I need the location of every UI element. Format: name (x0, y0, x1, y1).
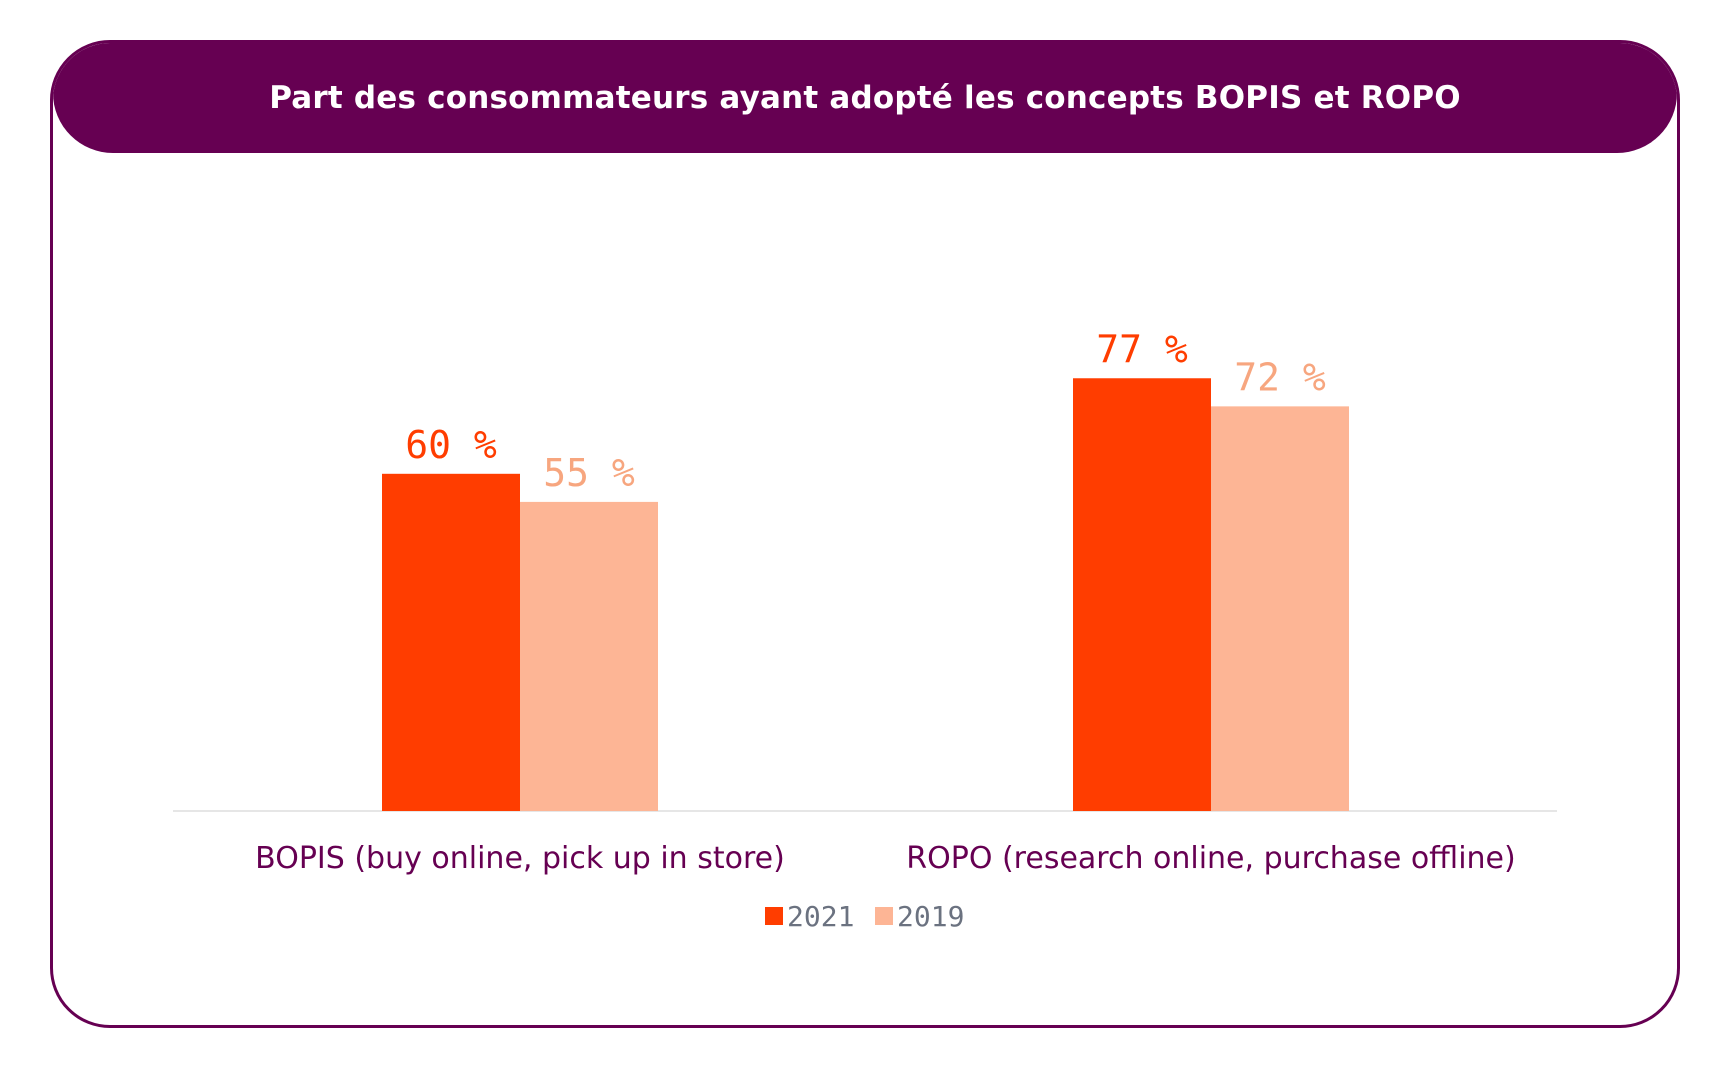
category-label-ropo: ROPO (research online, purchase offline) (906, 841, 1515, 876)
data-label-2019-ropo: 72 % (1234, 355, 1326, 399)
chart-card: Part des consommateurs ayant adopté les … (50, 40, 1680, 1028)
data-label-2019-bopis: 55 % (543, 451, 635, 495)
legend: 2021 2019 (765, 900, 964, 933)
title-banner: Part des consommateurs ayant adopté les … (53, 43, 1677, 153)
data-labels-group: 60 % 55 % 77 % 72 % (405, 327, 1326, 495)
category-label-bopis: BOPIS (buy online, pick up in store) (255, 841, 785, 876)
bar-2019-bopis (520, 501, 658, 811)
legend-swatch-2021 (765, 907, 783, 925)
legend-label-2021: 2021 (787, 900, 854, 933)
bar-2019-ropo (1211, 406, 1349, 811)
legend-label-2019: 2019 (897, 900, 964, 933)
data-label-2021-ropo: 77 % (1096, 327, 1188, 371)
bars-group (382, 378, 1349, 811)
legend-swatch-2019 (875, 907, 893, 925)
chart-title: Part des consommateurs ayant adopté les … (269, 80, 1461, 116)
data-label-2021-bopis: 60 % (405, 423, 497, 467)
category-labels-group: BOPIS (buy online, pick up in store) ROPO… (255, 841, 1516, 876)
bar-2021-ropo (1073, 378, 1211, 811)
bar-2021-bopis (382, 473, 520, 811)
